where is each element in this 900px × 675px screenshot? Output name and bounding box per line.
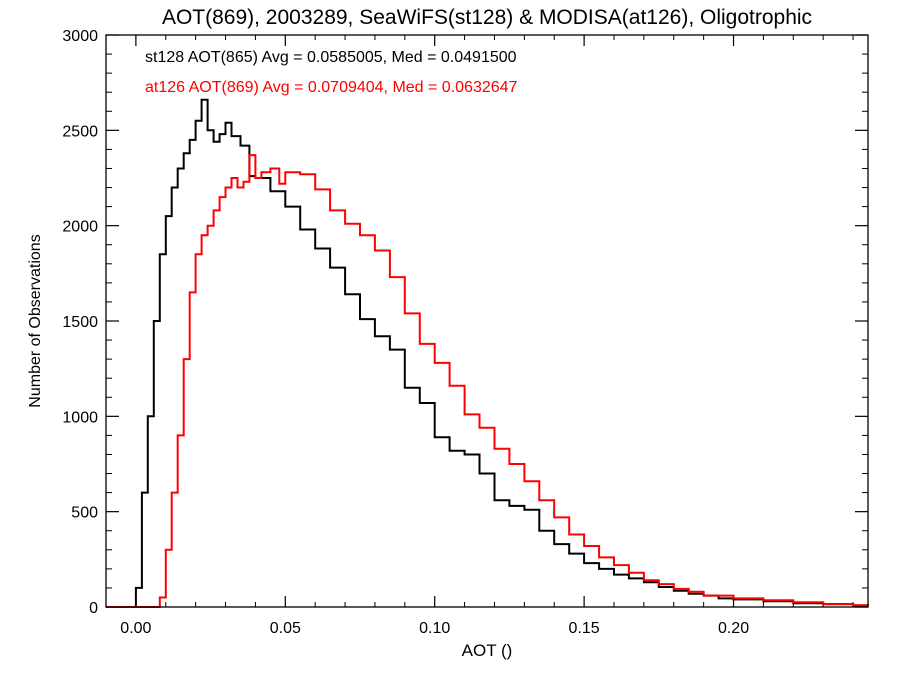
x-tick-label: 0.15 <box>569 620 600 637</box>
y-tick-label: 1000 <box>62 409 98 426</box>
y-tick-label: 2500 <box>62 123 98 140</box>
y-tick-label: 1500 <box>62 314 98 331</box>
y-tick-label: 3000 <box>62 28 98 45</box>
y-tick-label: 0 <box>89 600 98 617</box>
annotation-modisa-stats: at126 AOT(869) Avg = 0.0709404, Med = 0.… <box>145 79 518 96</box>
chart-title: AOT(869), 2003289, SeaWiFS(st128) & MODI… <box>162 6 812 29</box>
x-tick-label: 0.10 <box>419 620 450 637</box>
series-line-0 <box>106 98 869 608</box>
series-line-1 <box>106 154 869 608</box>
y-tick-label: 2000 <box>62 219 98 236</box>
y-axis-label: Number of Observations <box>27 234 44 407</box>
histogram-series <box>106 98 869 608</box>
plot-frame <box>105 34 869 608</box>
x-tick-label: 0.20 <box>718 620 749 637</box>
axis-ticks: 0.00 0.05 0.10 0.15 0.20 0 500 1000 1500 2000 2500… <box>62 28 868 637</box>
annotation-seawifs-stats: st128 AOT(865) Avg = 0.0585005, Med = 0.… <box>145 49 517 66</box>
x-axis-label: AOT () <box>462 641 513 660</box>
x-tick-label: 0.05 <box>270 620 301 637</box>
y-tick-label: 500 <box>71 505 98 522</box>
x-tick-label: 0.00 <box>120 620 151 637</box>
